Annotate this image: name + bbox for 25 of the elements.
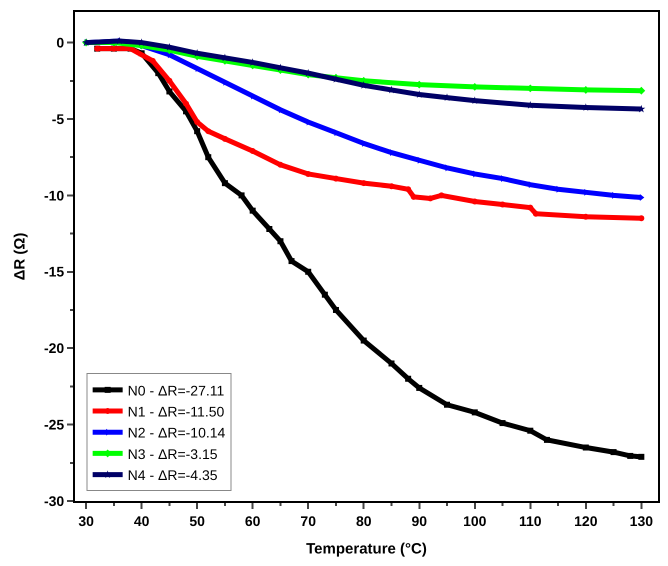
y-tick-label: -5: [52, 110, 64, 127]
y-tick-label: -30: [44, 492, 64, 509]
x-tick-label: 100: [463, 512, 487, 529]
legend-label: N0 - ΔR=-27.11: [128, 382, 225, 398]
y-tick-label: -20: [44, 340, 64, 356]
y-tick-label: 0: [56, 34, 64, 50]
legend-label: N3 - ΔR=-3.15: [128, 446, 218, 462]
x-tick-label: 30: [78, 512, 94, 529]
legend-label: N1 - ΔR=-11.50: [128, 403, 225, 420]
x-tick-label: 110: [519, 512, 542, 529]
y-tick-label: -25: [44, 416, 64, 432]
y-tick-label: -15: [44, 264, 64, 280]
x-tick-label: 40: [134, 512, 150, 529]
x-tick-label: 70: [300, 512, 316, 529]
x-axis-title: Temperature (°C): [306, 540, 427, 558]
y-axis-title: ΔR (Ω): [12, 232, 29, 280]
x-tick-label: 80: [356, 512, 372, 529]
legend-label: N4 - ΔR=-4.35: [128, 467, 218, 484]
x-tick-label: 90: [411, 512, 428, 529]
x-tick-label: 120: [574, 512, 598, 529]
x-tick-label: 60: [244, 512, 261, 529]
x-tick-label: 50: [189, 512, 206, 529]
x-tick-label: 130: [630, 512, 654, 529]
legend-label: N2 - ΔR=-10.14: [128, 424, 226, 441]
y-tick-label: -10: [44, 187, 64, 204]
